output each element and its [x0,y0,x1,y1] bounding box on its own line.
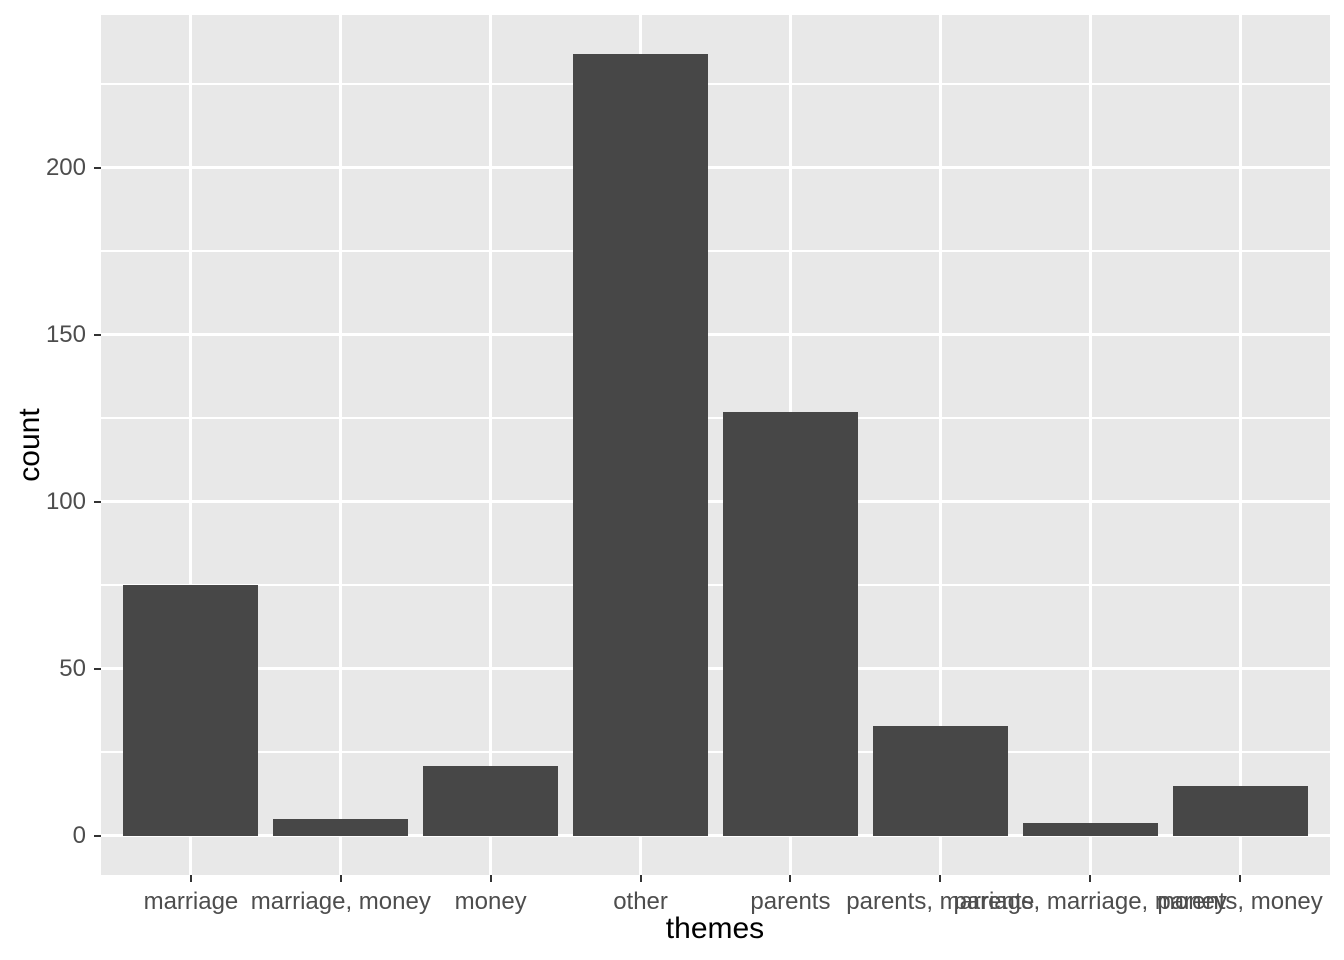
x-tick-label: parents, money [1157,888,1323,915]
y-gridline-major [101,834,1330,838]
x-tick-label: marriage, money [250,888,431,915]
x-tick [939,875,942,882]
y-tick [94,667,101,670]
y-tick-label: 50 [59,654,86,682]
y-tick-label: 100 [45,487,86,515]
x-tick-label: money [454,888,527,915]
y-tick [94,333,101,336]
x-tick [339,875,342,882]
y-tick-label: 200 [45,153,86,181]
bar-parents-marriage-money [1022,822,1158,836]
y-gridline-major [101,333,1330,337]
y-tick-label: 150 [45,320,86,348]
bar-marriage-money [273,819,409,836]
bar-parents-marriage [872,725,1008,836]
x-gridline [339,15,343,875]
y-gridline-minor [101,584,1330,587]
y-gridline-major [101,500,1330,504]
y-gridline-minor [101,751,1330,754]
bar-marriage [123,585,259,836]
x-tick [1239,875,1242,882]
x-gridline [1088,15,1092,875]
y-tick-label: 0 [72,821,86,849]
y-tick [94,834,101,837]
y-gridline-major [101,166,1330,170]
bar-parents [722,411,858,836]
x-gridline [189,15,193,875]
bar-parents-money [1172,785,1308,836]
y-gridline-major [101,667,1330,671]
x-gridline [938,15,942,875]
y-gridline-minor [101,417,1330,420]
x-tick-label: marriage [143,888,239,915]
bar-money [423,765,559,836]
y-gridline-minor [101,83,1330,86]
x-tick [1089,875,1092,882]
x-tick-label: parents [750,888,831,915]
x-gridline [1238,15,1242,875]
x-tick [789,875,792,882]
x-tick-label: other [613,888,668,915]
y-tick [94,166,101,169]
y-axis-title: count [13,408,46,482]
plot-panel [101,15,1330,875]
bar-other [573,54,708,836]
x-tick [639,875,642,882]
y-tick [94,500,101,503]
x-tick [489,875,492,882]
x-tick-label: parents, marriage [846,888,1035,915]
x-axis-title: themes [665,912,765,945]
y-gridline-minor [101,250,1330,253]
x-tick-label: parents, marriage, money [953,888,1227,915]
x-gridline [489,15,493,875]
x-tick [189,875,192,882]
